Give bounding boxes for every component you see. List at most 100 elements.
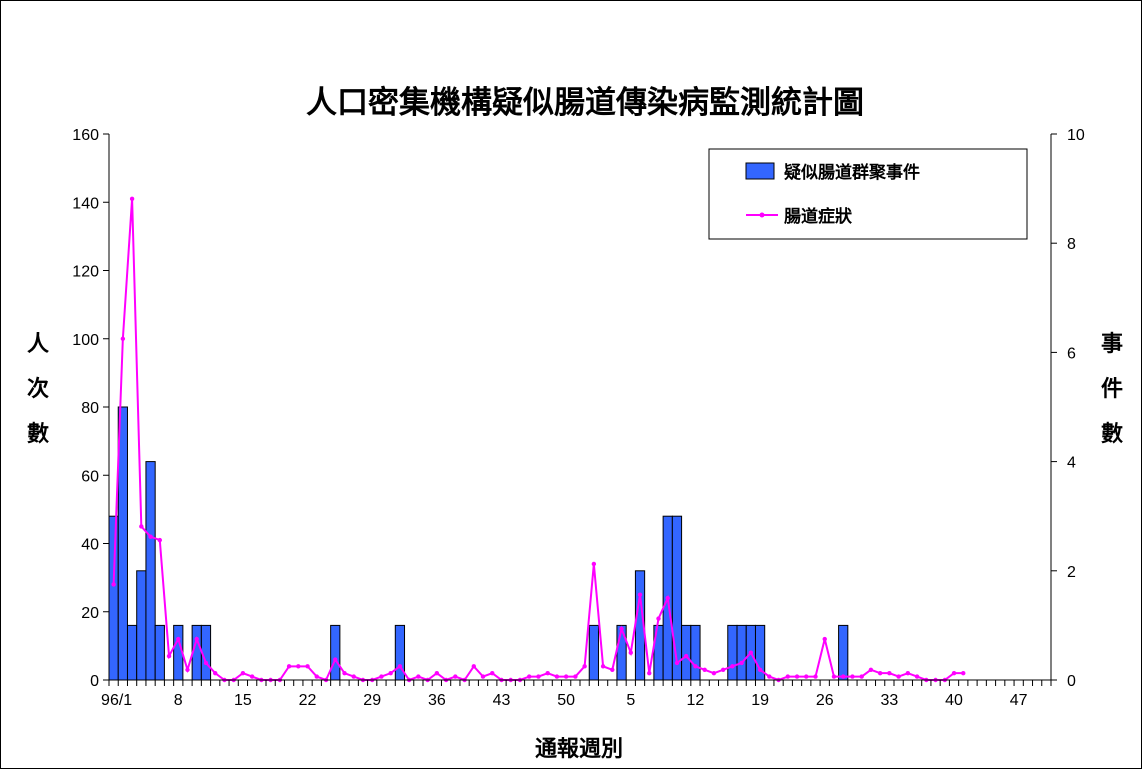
y-axis-title-left: 人次數 [27, 332, 49, 447]
point [185, 667, 190, 672]
point [831, 674, 837, 679]
point [111, 582, 116, 587]
y-left-tick-label: 140 [72, 195, 99, 212]
y-left-tick-label: 120 [72, 264, 99, 281]
point [582, 664, 587, 669]
point [702, 667, 707, 672]
y-right-tick-label: 2 [1067, 564, 1076, 581]
point [157, 537, 162, 543]
point [554, 674, 560, 679]
x-tick-label: 33 [880, 692, 898, 709]
point [249, 674, 255, 679]
y-left-tick-label: 20 [81, 605, 99, 622]
point [213, 670, 218, 676]
x-tick-label: 47 [1010, 692, 1028, 709]
bar [154, 624, 165, 681]
point [647, 670, 652, 676]
bar [108, 515, 119, 681]
x-tick-label: 50 [557, 692, 575, 709]
x-tick-label: 96/1 [101, 692, 132, 709]
point [730, 664, 735, 669]
x-tick-label: 8 [174, 692, 183, 709]
legend-line-marker [759, 212, 765, 218]
point [333, 657, 338, 662]
point [887, 670, 892, 676]
x-tick-label: 15 [234, 692, 252, 709]
point [628, 650, 633, 655]
chart-title: 人口密集機構疑似腸道傳染病監測統計圖 [306, 85, 864, 121]
point [148, 534, 153, 539]
y-left-tick-label: 0 [90, 673, 99, 690]
bar [736, 624, 747, 681]
y-right-tick-label: 10 [1067, 127, 1085, 144]
point [785, 674, 790, 679]
line-series [111, 196, 966, 683]
y-axis-title-right-char: 件 [1101, 377, 1123, 402]
point [490, 670, 495, 676]
bar [126, 624, 138, 681]
point [527, 674, 532, 679]
left-axis-ticks: 0 20 40 60 80 100 120 140 160 [72, 127, 109, 690]
x-tick-label: 26 [816, 692, 834, 709]
bar [588, 624, 599, 681]
bar [838, 624, 849, 681]
x-tick-label: 40 [945, 692, 963, 709]
bar [671, 515, 683, 681]
x-axis-title: 通報週別 [535, 736, 623, 762]
y-right-tick-label: 8 [1067, 236, 1076, 253]
point [859, 674, 864, 679]
point [757, 667, 763, 672]
x-tick-label: 43 [493, 692, 511, 709]
point [240, 670, 246, 676]
point [176, 636, 181, 642]
point [129, 196, 135, 202]
y-right-tick-label: 0 [1067, 673, 1076, 690]
bar [690, 624, 701, 681]
point [794, 674, 800, 679]
bar [681, 624, 692, 681]
point [665, 595, 670, 601]
bar [136, 570, 147, 681]
x-tick-label: 12 [687, 692, 705, 709]
y-left-tick-label: 80 [81, 400, 99, 417]
point [416, 674, 421, 679]
point [434, 670, 440, 676]
point [804, 674, 809, 679]
point [720, 667, 726, 672]
y-left-tick-label: 160 [72, 127, 99, 144]
point [379, 674, 384, 679]
point [388, 670, 393, 676]
point [905, 670, 911, 676]
y-left-tick-label: 100 [72, 332, 99, 349]
point [693, 664, 698, 669]
point [610, 667, 615, 672]
point [877, 670, 883, 676]
y-axis-title-left-char: 人 [27, 332, 49, 357]
x-tick-label: 36 [428, 692, 446, 709]
x-tick-label: 22 [299, 692, 317, 709]
point [545, 670, 550, 676]
point [896, 674, 901, 679]
point [120, 336, 126, 341]
point [536, 674, 541, 679]
point [637, 592, 643, 597]
right-axis-ticks: 0 2 4 6 8 10 [1051, 127, 1085, 690]
x-tick-label: 19 [751, 692, 769, 709]
legend-label-bar: 疑似腸道群聚事件 [784, 162, 920, 183]
point [471, 664, 476, 669]
legend-label-line: 腸道症狀 [784, 206, 853, 227]
point [739, 660, 744, 666]
bar [145, 461, 156, 681]
point [850, 674, 855, 679]
point [656, 616, 661, 621]
point [286, 664, 292, 669]
point [397, 664, 403, 669]
point [951, 670, 957, 676]
point [600, 664, 606, 669]
y-axis-title-right: 事件數 [1101, 331, 1123, 447]
point [813, 674, 818, 679]
point [748, 650, 754, 655]
point [203, 660, 209, 666]
point [453, 674, 458, 679]
